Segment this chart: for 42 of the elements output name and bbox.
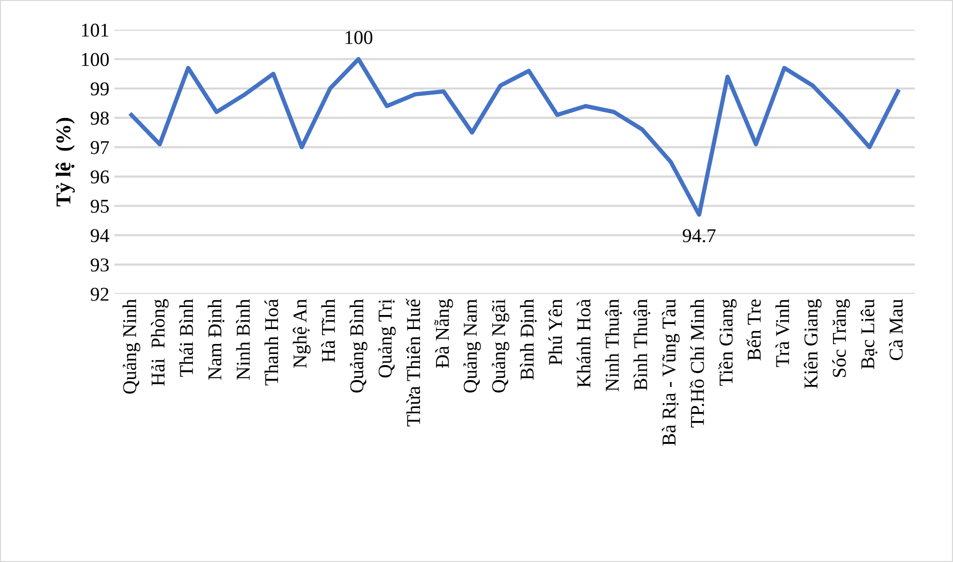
x-tick-label: Cà Mau [889, 299, 903, 360]
x-tick-label: Thái Bình [179, 299, 194, 377]
y-tick-label: 98 [90, 112, 109, 125]
x-tick-label: Sóc Trăng [832, 299, 850, 377]
x-tick-label: Trà Vinh [775, 299, 790, 367]
x-tick-label: Nam Định [208, 299, 224, 380]
y-tick-label: 94 [90, 229, 110, 242]
x-tick-label: Thừa Thiên Huế [406, 298, 420, 426]
x-tick-label: Khánh Hoà [576, 299, 590, 388]
data-label: 100 [346, 30, 372, 44]
x-tick-label: TP.Hồ Chí Minh [690, 299, 704, 428]
x-tick-label: Quảng Ninh [122, 299, 140, 394]
data-label: 94.7 [682, 229, 716, 242]
x-tick-label: Quảng Nam [463, 299, 481, 392]
x-tick-label: Bạc Liêu [860, 299, 878, 369]
x-tick-label: Tiền Giang [718, 299, 737, 386]
x-tick-label: Hà Tĩnh [321, 299, 335, 362]
x-tick-label: Quảng Ngãi [492, 299, 510, 392]
y-tick-label: 92 [90, 288, 108, 301]
line-series [129, 57, 900, 217]
x-tick-label: Thanh Hoá [264, 299, 278, 386]
y-tick-label: 99 [90, 82, 109, 96]
y-tick-label: 95 [90, 200, 109, 213]
x-tick-label: Kiên Giang [804, 299, 822, 388]
x-tick-label: Quảng Trị [378, 299, 396, 378]
y-axis-title: Tỷ lệ (%) [56, 118, 75, 206]
x-tick-label: Phú Yên [548, 299, 562, 366]
x-tick-label: Quảng Bình [350, 299, 368, 393]
x-tick-label: Bà Rịa - Vũng Tàu [662, 299, 680, 446]
y-tick-label: 97 [90, 141, 109, 154]
y-tick-label: 100 [82, 52, 109, 66]
x-tick-label: Hải Phòng [150, 299, 169, 386]
x-tick-label: Ninh Bình [236, 299, 250, 380]
x-tick-label: Bình Định [520, 299, 537, 380]
y-tick-label: 93 [90, 258, 109, 272]
y-tick-label: 96 [90, 170, 109, 184]
x-tick-label: Đà Nẵng [434, 299, 453, 368]
x-tick-label: Nghệ An [292, 299, 311, 368]
x-tick-label: Bến Tre [746, 299, 761, 360]
x-tick-label: Bình Thuận [634, 299, 650, 390]
x-tick-label: Ninh Thuận [605, 299, 622, 392]
y-tick-label: 101 [82, 24, 108, 37]
